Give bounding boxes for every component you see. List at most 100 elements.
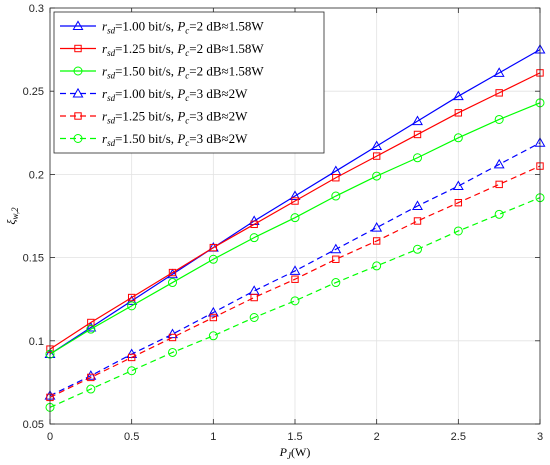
y-tick-label: 0.2 — [29, 169, 44, 181]
data-point — [209, 243, 218, 252]
x-tick-label: 2 — [374, 431, 380, 443]
y-tick-label: 0.25 — [23, 86, 44, 98]
data-point — [330, 243, 342, 254]
data-point — [207, 306, 219, 317]
data-point — [413, 130, 422, 139]
series-line — [49, 72, 541, 350]
data-point — [493, 67, 505, 77]
data-point — [127, 301, 137, 311]
data-point — [87, 318, 95, 327]
data-point — [494, 114, 504, 124]
data-point — [495, 180, 503, 189]
data-point — [208, 254, 218, 264]
data-point — [249, 313, 259, 323]
series-line — [49, 102, 541, 355]
y-axis-label: ξw,2 — [4, 207, 20, 225]
series-6 — [45, 193, 545, 412]
data-point — [413, 153, 422, 163]
y-tick-label: 0.1 — [29, 336, 44, 348]
data-point — [372, 171, 382, 181]
data-point — [291, 197, 299, 205]
legend-marker — [73, 134, 83, 143]
data-point — [86, 324, 96, 334]
x-tick-label: 0 — [47, 431, 53, 443]
data-point — [452, 180, 464, 190]
data-point — [371, 140, 383, 151]
data-point — [127, 353, 136, 362]
data-point — [168, 268, 177, 277]
data-point — [168, 347, 177, 357]
data-point — [249, 233, 259, 243]
legend-item-6: rsd=1.50 bit/s, Pc=3 dB≈2W — [60, 131, 248, 148]
legend: rsd=1.00 bit/s, Pc=2 dB≈1.58W rsd=1.25 bi… — [53, 11, 325, 154]
y-tick-label: 0.3 — [29, 3, 44, 15]
x-tick-label: 2.5 — [451, 431, 466, 443]
data-point — [86, 384, 96, 394]
data-point — [453, 226, 463, 236]
y-tick-label: 0.15 — [23, 253, 44, 265]
ticks: 0 0.5 1 1.5 2 2.5 3 0.05 0.1 0.15 0.2 0.25 0.3 — [23, 3, 543, 443]
x-tick-label: 1.5 — [287, 431, 302, 443]
legend-label: rsd=1.50 bit/s, Pc=3 dB≈2W — [102, 131, 248, 148]
data-point — [372, 152, 381, 160]
data-point — [168, 278, 177, 288]
legend-label: rsd=1.25 bit/s, Pc=2 dB≈1.58W — [102, 41, 264, 58]
series-2 — [46, 69, 544, 353]
y-tick-label: 0.05 — [23, 419, 44, 431]
x-tick-label: 3 — [537, 431, 543, 443]
legend-marker — [74, 112, 82, 120]
legend-box — [53, 11, 325, 154]
data-point — [127, 366, 137, 376]
legend-item-4: rsd=1.00 bit/s, Pc=3 dB≈2W — [60, 86, 248, 103]
legend-item-3: rsd=1.50 bit/s, Pc=2 dB≈1.58W — [60, 64, 264, 81]
data-point — [208, 331, 218, 341]
legend-item-2: rsd=1.25 bit/s, Pc=2 dB≈1.58W — [60, 41, 264, 58]
data-point — [413, 244, 422, 254]
data-point — [372, 261, 382, 271]
data-point — [412, 115, 423, 126]
legend-label: rsd=1.50 bit/s, Pc=2 dB≈1.58W — [102, 64, 264, 81]
data-point — [209, 313, 218, 322]
series-layer — [44, 43, 546, 412]
legend-marker — [73, 66, 83, 76]
data-point — [290, 213, 300, 223]
data-point — [289, 190, 301, 200]
data-point — [168, 333, 177, 342]
data-point — [494, 209, 504, 219]
series-line — [49, 165, 541, 398]
data-point — [167, 328, 178, 339]
data-point — [127, 293, 136, 302]
data-point — [412, 200, 423, 210]
data-point — [495, 89, 503, 97]
data-point — [250, 293, 258, 302]
data-point — [85, 370, 97, 380]
data-point — [85, 321, 97, 332]
data-point — [290, 296, 300, 306]
data-point — [454, 109, 463, 117]
data-point — [331, 191, 341, 201]
x-tick-label: 1 — [210, 431, 216, 443]
data-point — [291, 275, 299, 283]
legend-marker — [72, 20, 84, 30]
data-point — [332, 174, 340, 182]
series-line — [49, 197, 541, 408]
x-tick-label: 0.5 — [124, 431, 139, 443]
legend-label: rsd=1.00 bit/s, Pc=3 dB≈2W — [102, 86, 248, 103]
data-point — [331, 278, 341, 288]
legend-item-1: rsd=1.00 bit/s, Pc=2 dB≈1.58W — [60, 19, 264, 36]
legend-item-5: rsd=1.25 bit/s, Pc=3 dB≈2W — [60, 109, 248, 126]
legend-label: rsd=1.00 bit/s, Pc=2 dB≈1.58W — [102, 19, 264, 36]
data-point — [372, 237, 381, 245]
data-point — [454, 198, 463, 207]
data-point — [250, 220, 258, 229]
x-axis-label: PJ(W) — [279, 445, 311, 461]
legend-marker — [72, 87, 84, 98]
data-point — [87, 373, 95, 382]
data-point — [289, 265, 301, 275]
data-point — [493, 158, 505, 169]
legend-label: rsd=1.25 bit/s, Pc=3 dB≈2W — [102, 109, 248, 126]
data-point — [452, 90, 464, 101]
data-point — [413, 217, 422, 225]
data-point — [371, 222, 383, 232]
